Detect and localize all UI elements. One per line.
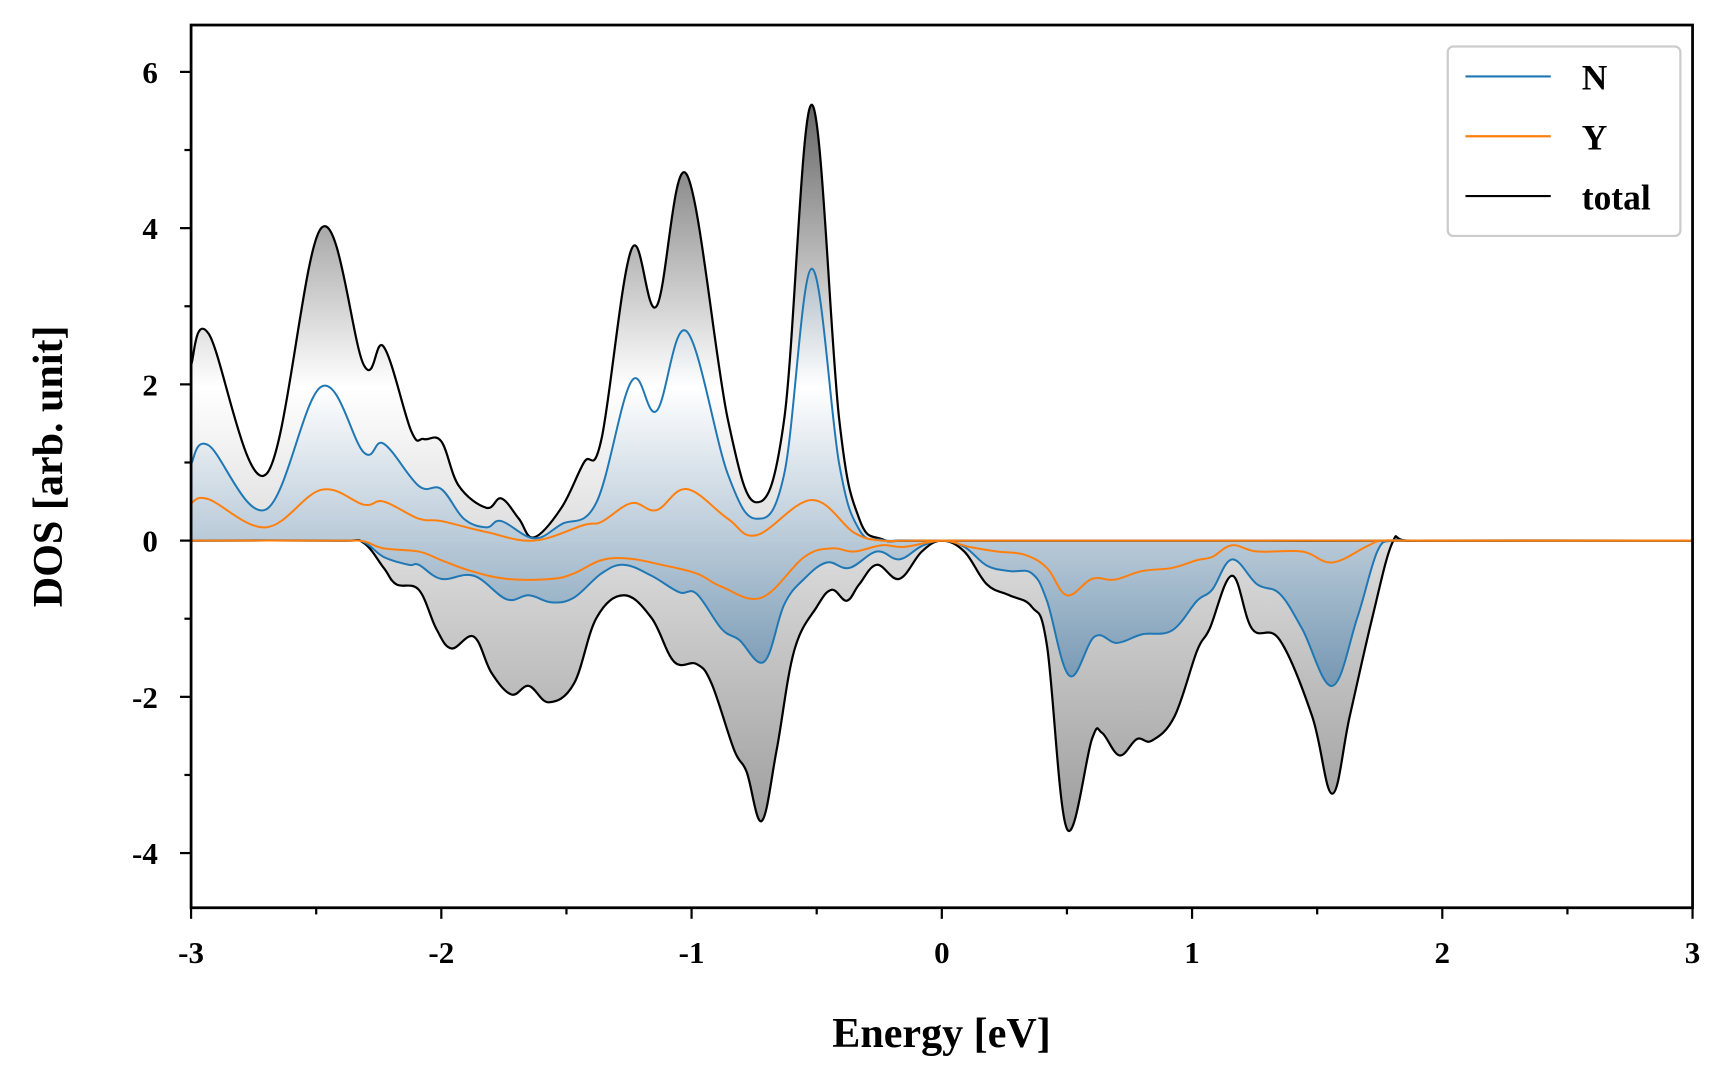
x-tick-label: 0 xyxy=(934,935,950,970)
line-total-down xyxy=(191,535,1693,833)
y-tick-label: 4 xyxy=(142,211,158,246)
fill-n-down xyxy=(191,539,1693,686)
line-n-up xyxy=(191,267,1693,542)
x-tick-label: 2 xyxy=(1435,935,1450,970)
x-tick-label: 1 xyxy=(1184,935,1200,970)
x-tick-label: 3 xyxy=(1685,935,1701,970)
fill-n-up xyxy=(191,268,1693,541)
y-axis-label: DOS [arb. unit] xyxy=(25,325,72,607)
x-axis-label: Energy [eV] xyxy=(832,1010,1051,1057)
line-total-up xyxy=(191,103,1693,543)
x-tick-label: -1 xyxy=(679,935,705,970)
x-tick-label: -2 xyxy=(428,935,454,970)
legend: N Y total xyxy=(1446,45,1682,238)
legend-label-y: Y xyxy=(1582,118,1608,158)
legend-box xyxy=(1446,45,1682,238)
y-tick-label: -2 xyxy=(132,680,158,715)
y-tick-label: 6 xyxy=(142,55,158,90)
y-tick-label: -4 xyxy=(132,836,158,871)
legend-label-total: total xyxy=(1582,177,1651,217)
y-tick-label: 2 xyxy=(142,367,158,402)
legend-label-n: N xyxy=(1582,58,1608,98)
line-y-down xyxy=(191,539,1693,600)
x-tick-label: -3 xyxy=(178,935,204,970)
line-n-down xyxy=(191,538,1693,687)
y-tick-label: 0 xyxy=(142,524,158,559)
plot-area xyxy=(191,103,1693,833)
axis-ticks: -3 -2 -1 0 1 2 3 -4 -2 0 2 4 6 xyxy=(132,55,1700,970)
fill-total-down xyxy=(191,536,1693,831)
line-y-up xyxy=(191,488,1693,543)
